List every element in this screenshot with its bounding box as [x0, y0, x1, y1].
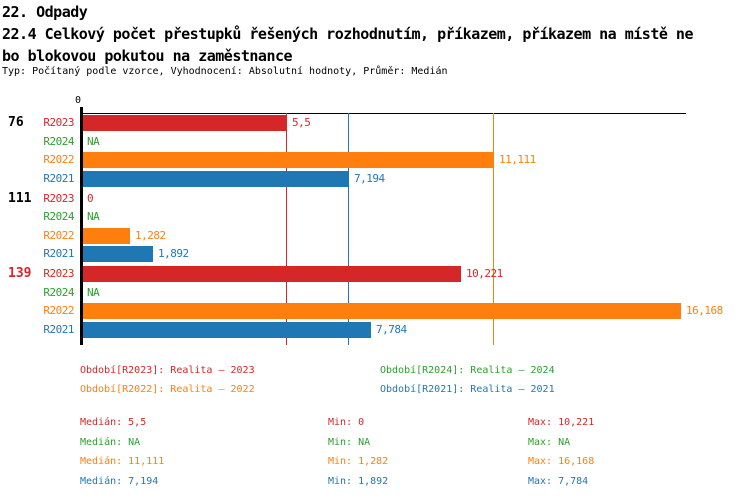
row-label-R2022: R2022	[43, 153, 74, 166]
stat-median-R2021: Medián: 7,194	[80, 476, 159, 487]
legend-item-R2022: Období[R2022]: Realita – 2022	[80, 384, 255, 395]
median-line-R2021	[348, 113, 349, 345]
stat-min-R2022: Min: 1,282	[328, 456, 389, 467]
row-label-R2023: R2023	[43, 192, 74, 205]
bar-value-label: 1,282	[135, 229, 166, 242]
bar-R2021	[83, 246, 153, 262]
chapter-title: 22. Odpady	[2, 3, 88, 21]
stat-median-R2023: Medián: 5,5	[80, 417, 147, 428]
stat-max-R2021: Max: 7,784	[528, 476, 589, 487]
bar-R2022	[83, 228, 130, 244]
bar-value-label: 16,168	[686, 304, 723, 317]
row-label-R2021: R2021	[43, 247, 74, 260]
bar-value-label: 5,5	[292, 116, 311, 129]
row-label-R2024: R2024	[43, 210, 74, 223]
bar-R2021	[83, 171, 349, 187]
bar-value-label: 11,111	[499, 153, 536, 166]
row-label-R2024: R2024	[43, 135, 74, 148]
row-label-R2023: R2023	[43, 116, 74, 129]
bar-value-label: NA	[87, 210, 100, 223]
group-label: 76	[8, 115, 24, 130]
row-label-R2024: R2024	[43, 286, 74, 299]
legend-item-R2023: Období[R2023]: Realita – 2023	[80, 365, 255, 376]
bar-value-label: 10,221	[466, 267, 503, 280]
legend-item-R2024: Období[R2024]: Realita – 2024	[380, 365, 555, 376]
stat-max-R2022: Max: 16,168	[528, 456, 595, 467]
legend-item-R2021: Období[R2021]: Realita – 2021	[380, 384, 555, 395]
median-line-R2022	[493, 113, 494, 345]
group-label: 111	[8, 191, 32, 206]
bar-value-label: 1,892	[158, 247, 189, 260]
stat-median-R2024: Medián: NA	[80, 437, 141, 448]
chart-top-line	[82, 113, 686, 114]
stat-max-R2023: Max: 10,221	[528, 417, 595, 428]
stat-min-R2023: Min: 0	[328, 417, 365, 428]
bar-R2021	[83, 322, 371, 338]
x-axis-origin-tick-label: 0	[75, 95, 82, 106]
row-label-R2022: R2022	[43, 304, 74, 317]
bar-R2022	[83, 152, 494, 168]
bar-R2022	[83, 303, 681, 319]
row-label-R2023: R2023	[43, 267, 74, 280]
row-label-R2021: R2021	[43, 323, 74, 336]
stat-median-R2022: Medián: 11,111	[80, 456, 165, 467]
stat-max-R2024: Max: NA	[528, 437, 571, 448]
indicator-title-line2: bo blokovou pokutou na zaměstnance	[2, 47, 293, 65]
row-label-R2022: R2022	[43, 229, 74, 242]
median-line-R2023	[286, 113, 287, 345]
row-label-R2021: R2021	[43, 172, 74, 185]
bar-value-label: 7,784	[376, 323, 407, 336]
bar-value-label: NA	[87, 135, 100, 148]
bar-value-label: 7,194	[354, 172, 385, 185]
bar-value-label: 0	[87, 192, 94, 205]
y-axis-line	[80, 107, 83, 345]
bar-R2023	[83, 266, 461, 282]
bar-value-label: NA	[87, 286, 100, 299]
group-label: 139	[8, 266, 32, 281]
stat-min-R2021: Min: 1,892	[328, 476, 389, 487]
bar-R2023	[83, 115, 287, 131]
indicator-title-line1: 22.4 Celkový počet přestupků řešených ro…	[2, 25, 694, 43]
indicator-meta: Typ: Počítaný podle vzorce, Vyhodnocení:…	[2, 66, 448, 77]
stat-min-R2024: Min: NA	[328, 437, 371, 448]
